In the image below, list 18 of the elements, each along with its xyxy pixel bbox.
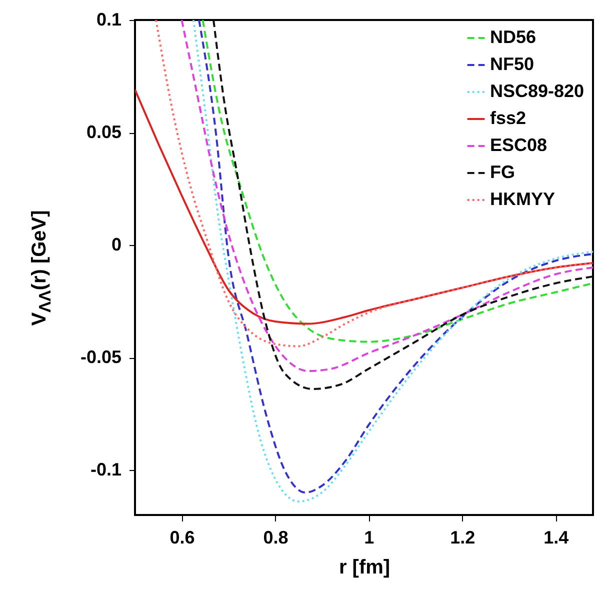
y-tick-label: 0.05 xyxy=(86,122,122,142)
x-tick-label: 1.4 xyxy=(544,528,569,548)
x-tick-label: 0.6 xyxy=(170,528,195,548)
legend-label: FG xyxy=(490,162,515,182)
y-tick-label: -0.1 xyxy=(90,460,122,480)
x-tick-label: 0.8 xyxy=(263,528,288,548)
x-tick-label: 1 xyxy=(364,528,374,548)
legend-label: ESC08 xyxy=(490,135,548,155)
y-tick-label: -0.05 xyxy=(80,347,122,367)
legend-label: NSC89-820 xyxy=(490,81,584,101)
legend-label: ND56 xyxy=(490,27,536,47)
x-axis-title: r [fm] xyxy=(338,556,390,578)
y-tick-label: 0 xyxy=(111,234,122,254)
legend-label: fss2 xyxy=(490,108,526,128)
legend-label: NF50 xyxy=(490,54,534,74)
y-tick-label: 0.1 xyxy=(96,10,122,30)
legend-label: HKMYY xyxy=(490,189,556,209)
x-tick-label: 1.2 xyxy=(450,528,476,548)
